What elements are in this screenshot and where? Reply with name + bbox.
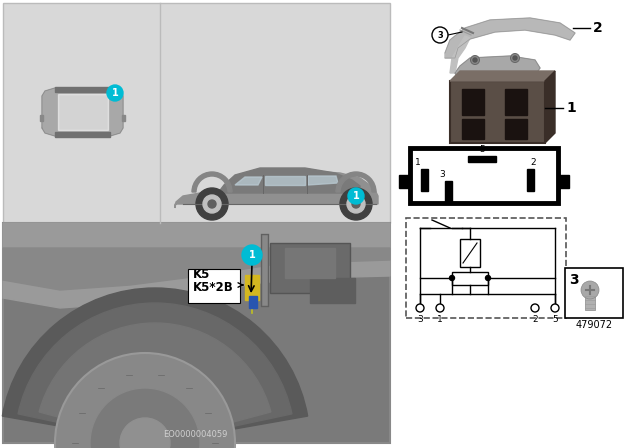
- Bar: [450, 81, 545, 143]
- Polygon shape: [175, 171, 378, 208]
- Bar: [462, 119, 484, 139]
- Text: 5: 5: [479, 145, 485, 154]
- Bar: [505, 89, 527, 115]
- Wedge shape: [192, 172, 232, 192]
- Text: 1: 1: [353, 191, 360, 201]
- Bar: [421, 169, 428, 191]
- Bar: [310, 278, 355, 303]
- Text: 1: 1: [248, 250, 255, 260]
- Circle shape: [242, 245, 262, 265]
- Circle shape: [55, 353, 235, 448]
- Bar: [395, 5, 635, 443]
- Bar: [505, 119, 527, 139]
- Text: K5: K5: [193, 268, 211, 281]
- Polygon shape: [445, 18, 575, 58]
- Circle shape: [340, 188, 372, 220]
- Text: 1: 1: [437, 315, 443, 324]
- Circle shape: [352, 200, 360, 208]
- Circle shape: [449, 276, 454, 280]
- Text: K5*2B: K5*2B: [193, 281, 234, 294]
- Bar: [468, 156, 496, 162]
- Circle shape: [432, 27, 448, 43]
- Polygon shape: [450, 36, 470, 73]
- Polygon shape: [545, 71, 555, 143]
- Polygon shape: [265, 176, 305, 185]
- Bar: [3, 223, 390, 443]
- Circle shape: [107, 85, 123, 101]
- Circle shape: [473, 58, 477, 62]
- Polygon shape: [42, 88, 123, 136]
- Bar: [3, 3, 390, 223]
- Bar: [445, 181, 452, 201]
- Bar: [558, 175, 569, 188]
- Bar: [399, 175, 410, 188]
- Bar: [585, 292, 595, 310]
- Circle shape: [196, 188, 228, 220]
- Bar: [527, 169, 534, 191]
- Wedge shape: [336, 172, 376, 192]
- Bar: [249, 296, 257, 308]
- Circle shape: [581, 281, 599, 299]
- Polygon shape: [55, 87, 110, 92]
- Circle shape: [120, 418, 170, 448]
- Polygon shape: [455, 56, 540, 78]
- Circle shape: [436, 304, 444, 312]
- Text: 3: 3: [437, 30, 443, 39]
- Circle shape: [486, 276, 490, 280]
- Bar: [565, 268, 623, 318]
- Wedge shape: [18, 303, 292, 443]
- Circle shape: [416, 304, 424, 312]
- Circle shape: [347, 195, 365, 213]
- Circle shape: [208, 200, 216, 208]
- Text: 2: 2: [532, 315, 538, 324]
- Polygon shape: [122, 115, 125, 121]
- Text: EO0000004059: EO0000004059: [163, 430, 227, 439]
- Bar: [285, 248, 335, 278]
- Text: 3: 3: [417, 315, 423, 324]
- Bar: [406, 218, 566, 318]
- Text: 479072: 479072: [575, 320, 612, 330]
- Circle shape: [90, 388, 200, 448]
- Polygon shape: [40, 115, 43, 121]
- Text: 2: 2: [530, 158, 536, 167]
- Bar: [270, 243, 350, 293]
- Polygon shape: [308, 176, 338, 185]
- Bar: [452, 272, 488, 285]
- Text: 1: 1: [566, 101, 576, 115]
- Bar: [460, 239, 480, 267]
- Text: 3: 3: [569, 273, 579, 287]
- Text: 1: 1: [415, 158, 421, 167]
- Circle shape: [511, 53, 520, 63]
- Polygon shape: [55, 132, 110, 137]
- Bar: [188, 269, 240, 303]
- Circle shape: [513, 56, 517, 60]
- Bar: [462, 89, 484, 115]
- Text: 5: 5: [552, 315, 558, 324]
- Polygon shape: [450, 71, 555, 81]
- Text: 3: 3: [439, 170, 445, 179]
- Circle shape: [470, 56, 479, 65]
- Text: 2: 2: [593, 21, 603, 35]
- Wedge shape: [39, 323, 271, 443]
- Polygon shape: [3, 223, 390, 308]
- Bar: [410, 148, 558, 203]
- Polygon shape: [58, 94, 108, 130]
- Polygon shape: [218, 168, 360, 193]
- Circle shape: [551, 304, 559, 312]
- Circle shape: [203, 195, 221, 213]
- Circle shape: [348, 188, 364, 204]
- Polygon shape: [3, 248, 390, 290]
- Polygon shape: [235, 177, 262, 185]
- Text: 1: 1: [111, 88, 118, 98]
- Circle shape: [531, 304, 539, 312]
- Wedge shape: [3, 288, 308, 443]
- Bar: [245, 275, 259, 300]
